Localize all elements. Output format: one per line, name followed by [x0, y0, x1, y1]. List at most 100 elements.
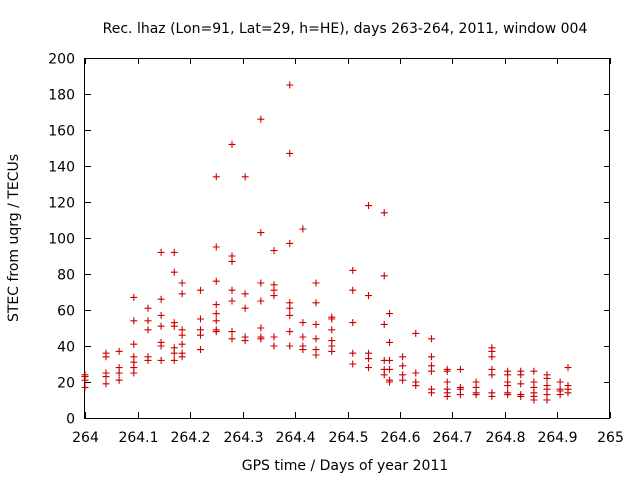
data-point: [428, 335, 435, 343]
y-tick-labels: 0 20 40 60 80 100 120 140 160 180 200: [48, 52, 75, 428]
x-tick-label: 264.3: [223, 430, 263, 446]
data-point: [456, 365, 464, 373]
data-point: [380, 209, 388, 217]
data-point: [412, 329, 420, 337]
data-point: [157, 311, 165, 319]
data-point: [286, 304, 294, 312]
data-point: [170, 268, 178, 276]
data-point: [130, 369, 138, 377]
data-point: [170, 356, 178, 364]
data-point: [312, 279, 320, 287]
data-point: [212, 277, 220, 285]
x-tick-label: 264: [72, 430, 99, 446]
data-point: [286, 149, 294, 157]
y-tick-label: 20: [57, 376, 75, 392]
x-tick-label: 264.8: [485, 430, 525, 446]
data-point: [286, 328, 294, 336]
data-point: [257, 297, 265, 305]
data-point: [170, 322, 178, 330]
data-point: [178, 340, 186, 348]
y-tick-label: 160: [48, 124, 75, 140]
data-point: [241, 173, 249, 181]
data-point: [412, 382, 420, 390]
data-point: [530, 396, 538, 404]
data-point: [257, 279, 265, 287]
axis-ticks: [85, 58, 611, 419]
data-point: [386, 310, 393, 318]
data-point: [81, 373, 89, 381]
data-point: [299, 319, 307, 327]
data-point: [170, 349, 178, 357]
data-point: [286, 311, 294, 319]
data-point: [228, 286, 236, 294]
data-point: [257, 229, 265, 237]
data-point: [349, 286, 357, 294]
data-point: [472, 391, 480, 399]
data-point: [102, 373, 110, 381]
data-point: [488, 392, 496, 400]
data-point: [270, 247, 278, 255]
data-point: [349, 319, 357, 327]
y-tick-label: 100: [48, 232, 75, 248]
data-point: [456, 391, 464, 399]
data-point: [170, 248, 178, 256]
data-point: [365, 202, 372, 210]
data-point: [228, 328, 236, 336]
data-point: [488, 353, 496, 361]
y-tick-label: 60: [57, 304, 75, 320]
data-point: [328, 347, 336, 355]
data-point: [286, 342, 294, 350]
x-tick-label: 264.5: [328, 430, 368, 446]
data-point: [270, 333, 278, 341]
data-point: [517, 392, 525, 400]
data-point: [157, 356, 165, 364]
data-point: [81, 383, 89, 391]
data-point: [257, 115, 265, 123]
data-point: [228, 335, 236, 343]
data-point: [365, 292, 372, 300]
y-tick-label: 120: [48, 196, 75, 212]
data-point: [349, 266, 357, 274]
data-point: [386, 338, 393, 346]
data-point: [157, 322, 165, 330]
data-point: [312, 351, 320, 359]
data-point: [144, 304, 152, 312]
data-point: [212, 317, 220, 325]
data-point: [399, 353, 407, 361]
data-point: [178, 331, 186, 339]
data-point: [312, 299, 320, 307]
data-point: [212, 310, 220, 318]
x-tick-label: 265: [597, 430, 624, 446]
data-point: [178, 290, 186, 298]
data-point: [299, 333, 307, 341]
data-point: [130, 340, 138, 348]
data-point: [144, 317, 152, 325]
data-point: [428, 389, 435, 397]
data-point: [517, 371, 525, 379]
data-point: [312, 320, 320, 328]
data-point: [443, 367, 451, 375]
data-point: [543, 396, 551, 404]
data-point: [543, 374, 551, 382]
data-point: [178, 279, 186, 287]
data-point: [228, 297, 236, 305]
data-point: [386, 356, 393, 364]
data-point: [257, 335, 265, 343]
data-point: [428, 353, 435, 361]
data-point: [144, 356, 152, 364]
data-point: [504, 371, 512, 379]
data-point: [212, 243, 220, 251]
data-point: [178, 353, 186, 361]
data-point: [130, 317, 138, 325]
data-point: [102, 380, 110, 388]
data-point: [115, 369, 123, 377]
data-point: [115, 376, 123, 384]
data-point: [380, 272, 388, 280]
data-point: [157, 295, 165, 303]
data-point: [241, 304, 249, 312]
data-point: [312, 335, 320, 343]
data-point: [365, 355, 372, 363]
y-tick-label: 40: [57, 340, 75, 356]
data-point: [517, 380, 525, 388]
data-point: [197, 286, 204, 294]
